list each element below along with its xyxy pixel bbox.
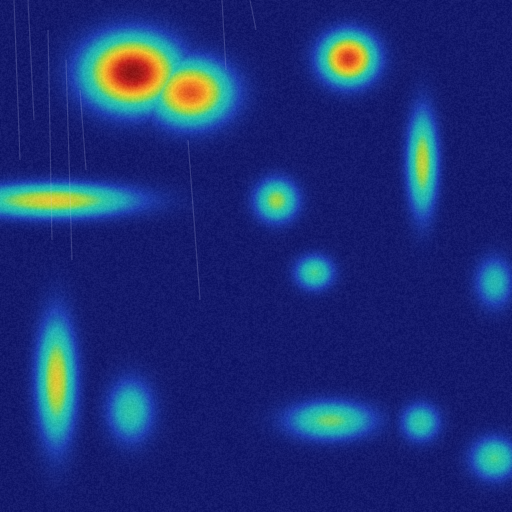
heatmap-image (0, 0, 512, 512)
heatmap-canvas (0, 0, 512, 512)
